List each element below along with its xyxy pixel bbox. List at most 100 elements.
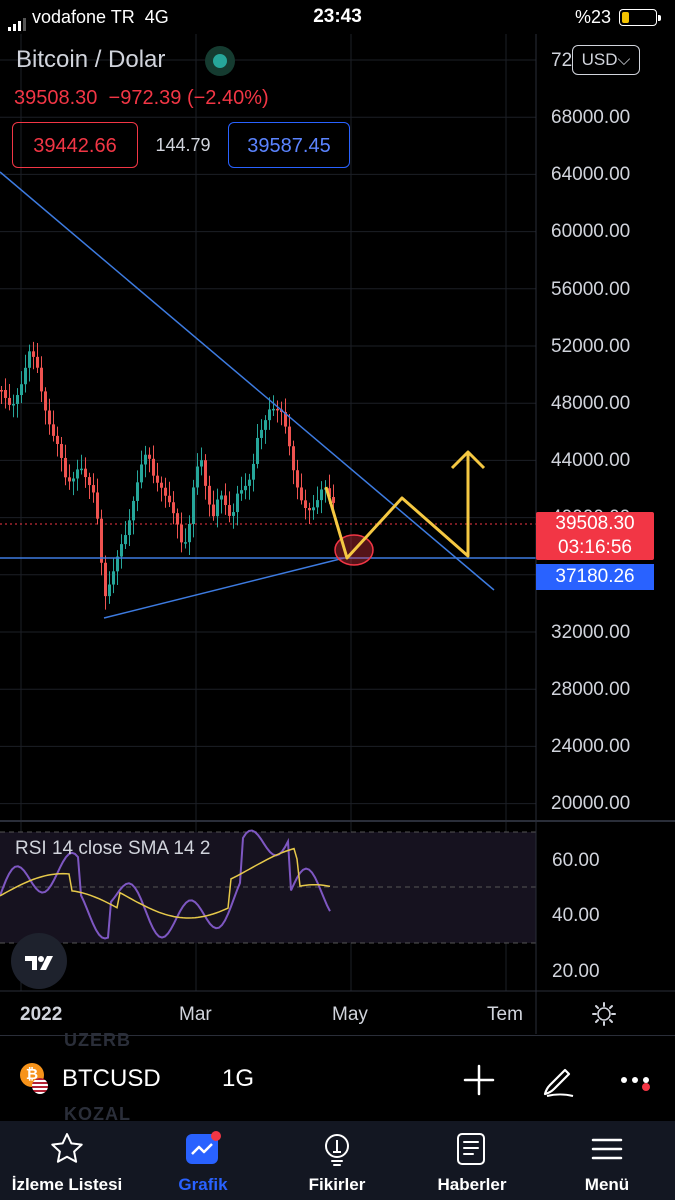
signal-icon [8,10,28,31]
carrier-name: vodafone TR 4G [32,7,169,27]
candle-body [152,458,155,476]
candle-body [236,493,239,513]
rsi-tick: 20.00 [552,961,600,982]
candle-body [144,454,147,465]
tradingview-logo[interactable] [11,933,67,989]
more-options-icon[interactable] [614,1058,658,1102]
horizontal-line-price-tag: 37180.26 [536,564,654,590]
candle-body [204,460,207,486]
buy-button[interactable]: 39587.45 [228,122,350,168]
chart-icon [186,1131,221,1164]
candle-body [140,464,143,483]
rsi-tick: 60.00 [552,850,600,871]
candlesticks [0,341,335,610]
candle-body [316,500,319,508]
newspaper-icon [457,1133,485,1165]
candle-body [156,475,159,483]
rsi-ma-line [0,847,331,919]
candle-body [76,469,79,479]
spread-value: 144.79 [155,135,211,155]
candle-body [256,437,259,464]
candle-body [4,390,7,398]
add-indicator-plus-icon[interactable] [457,1058,501,1102]
time-label: 2022 [20,1004,63,1025]
candle-body [292,446,295,471]
candle-body [320,489,323,501]
candle-body [28,351,31,368]
candle-body [192,487,195,525]
candle-body [24,367,27,385]
status-bar: vodafone TR 4G 23:43 %23 [0,0,675,34]
interval-selector[interactable]: 1G [222,1065,255,1092]
drawing-pen-icon[interactable] [537,1058,581,1102]
candle-body [296,470,299,488]
candle-body [304,500,307,508]
time-label: May [332,1004,368,1025]
candle-body [64,457,67,478]
candle-body [328,488,331,498]
battery-icon [619,9,661,26]
time-label: Tem [487,1004,523,1025]
candle-body [244,485,247,491]
rsi-tick: 40.00 [552,905,600,926]
candle-body [252,463,255,480]
candle-body [184,542,187,544]
price-tick: 56000.00 [551,279,631,300]
candle-body [104,562,107,597]
candle-body [240,490,243,494]
bar-countdown: 03:16:56 [558,537,632,558]
descending-trendline [0,171,495,591]
candle-body [208,485,211,505]
projection-path [324,452,470,560]
candle-body [284,412,287,427]
market-status-dot[interactable] [205,46,235,76]
candle-body [0,390,3,392]
candle-body [96,492,99,519]
candle-body [12,403,15,406]
candle-body [40,367,43,392]
price-tick: 44000.00 [551,450,631,471]
sell-button[interactable]: 39442.66 [12,122,138,168]
candle-body [220,495,223,500]
candle-body [52,424,55,436]
candle-body [196,466,199,488]
candle-body [164,487,167,496]
candle-body [48,410,51,425]
candle-body [120,544,123,557]
candle-body [272,408,275,411]
lightbulb-icon [325,1134,349,1166]
symbol-selector[interactable]: BTCUSD [62,1065,161,1092]
watchlist-peek-top: UZERB [64,1030,131,1050]
candle-body [92,485,95,493]
candle-body [268,409,271,421]
hamburger-menu-icon [591,1138,623,1160]
candle-body [36,356,39,368]
price-chart[interactable] [0,34,675,1034]
price-tick: 32000.00 [551,622,631,643]
price-tick: 52000.00 [551,336,631,357]
candle-body [160,482,163,488]
rsi-legend[interactable]: RSI 14 close SMA 14 2 [15,838,211,859]
horizontal-grid [0,59,536,805]
candle-body [60,444,63,458]
usd-flag-icon [32,1078,48,1094]
price-tick: 48000.00 [551,393,631,414]
candle-body [172,502,175,514]
candle-body [68,477,71,482]
candle-body [312,507,315,511]
candle-body [100,518,103,563]
settings-gear-icon[interactable] [591,1001,617,1032]
candle-body [108,584,111,597]
candle-body [128,520,131,536]
watchlist-peek-bottom: KOZAL [64,1104,131,1124]
candle-body [228,505,231,516]
candle-body [80,468,83,471]
candle-body [288,426,291,447]
candle-body [56,435,59,445]
candle-body [16,395,19,404]
price-tick: 68000.00 [551,107,631,128]
price-tick: 60000.00 [551,221,631,242]
price-change: 39508.30 −972.39 (−2.40%) [14,87,269,109]
currency-selector[interactable]: USD⌵ [572,45,640,75]
candle-body [88,477,91,486]
